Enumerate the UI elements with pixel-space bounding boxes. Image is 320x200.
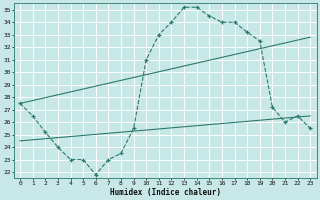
X-axis label: Humidex (Indice chaleur): Humidex (Indice chaleur) [110, 188, 220, 197]
